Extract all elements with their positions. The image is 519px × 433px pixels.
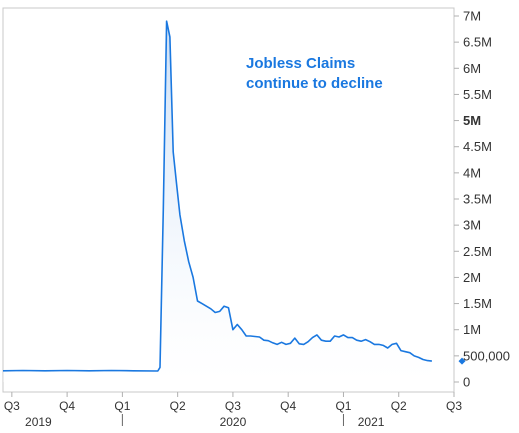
y-tick-label: 1.5M xyxy=(463,296,492,311)
y-tick-label: 0 xyxy=(463,375,470,390)
annotation-line-1: Jobless Claims xyxy=(246,55,355,72)
y-tick-label: 7M xyxy=(463,9,481,24)
last-value-marker xyxy=(458,357,466,365)
y-tick-label: 6.5M xyxy=(463,35,492,50)
x-tick-label: Q2 xyxy=(391,399,407,413)
y-tick-label: 500,000 xyxy=(463,348,510,363)
x-tick-label: Q1 xyxy=(114,399,130,413)
annotation-line-2: continue to decline xyxy=(246,75,383,92)
y-tick-label: 3.5M xyxy=(463,192,492,207)
x-tick-label: Q3 xyxy=(225,399,241,413)
x-tick-label: Q2 xyxy=(170,399,186,413)
y-tick-label: 5M xyxy=(463,113,481,128)
year-label: 2019 xyxy=(25,415,52,428)
y-tick-label: 6M xyxy=(463,61,481,76)
y-tick-label: 2M xyxy=(463,270,481,285)
y-tick-label: 4M xyxy=(463,165,481,180)
year-label: 2021 xyxy=(358,415,385,428)
plot-frame xyxy=(2,7,455,393)
x-tick-label: Q3 xyxy=(4,399,20,413)
x-tick-label: Q4 xyxy=(280,399,296,413)
x-tick-label: Q4 xyxy=(59,399,75,413)
y-tick-label: 2.5M xyxy=(463,244,492,259)
y-tick-label: 3M xyxy=(463,218,481,233)
year-label: 2020 xyxy=(220,415,247,428)
x-tick-label: Q3 xyxy=(446,399,462,413)
y-tick-label: 4.5M xyxy=(463,139,492,154)
series-line xyxy=(2,20,432,372)
y-tick-label: 1M xyxy=(463,322,481,337)
x-tick-label: Q1 xyxy=(335,399,351,413)
y-tick-label: 5.5M xyxy=(463,87,492,102)
